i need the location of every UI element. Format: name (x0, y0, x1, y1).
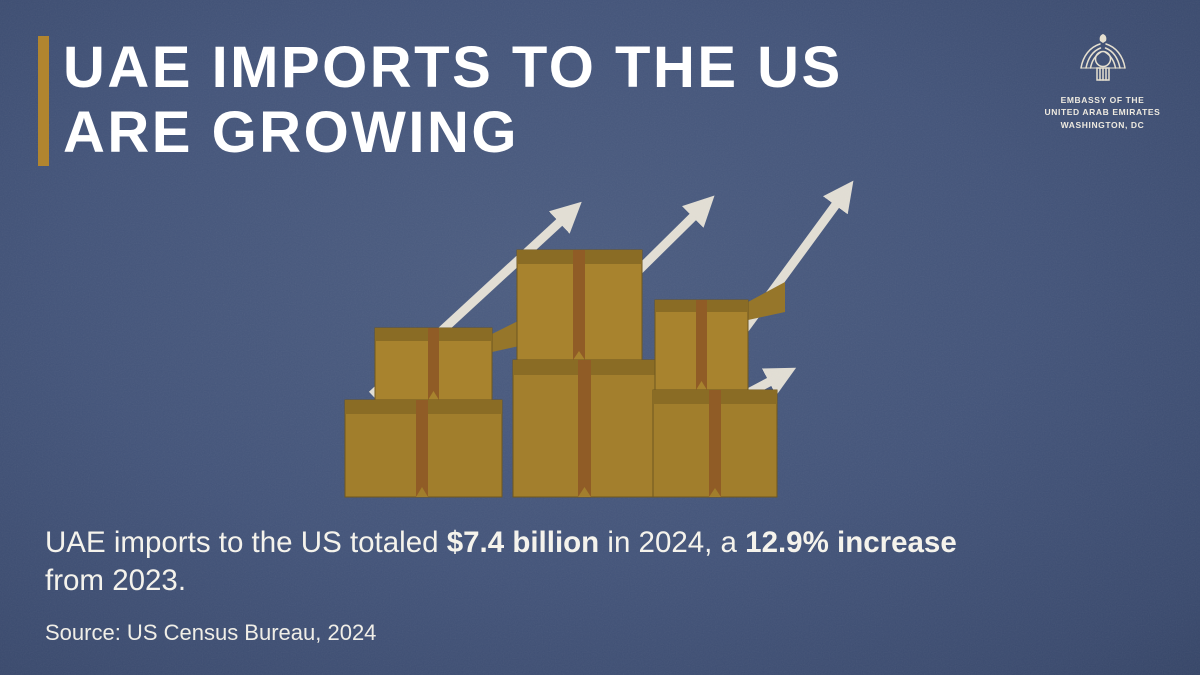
boxes-growth-illustration (344, 180, 854, 498)
embassy-emblem: EMBASSY OF THE UNITED ARAB EMIRATES WASH… (1025, 30, 1180, 131)
embassy-caption-line3: WASHINGTON, DC (1060, 119, 1145, 130)
embassy-caption-line2: UNITED ARAB EMIRATES (1044, 107, 1161, 118)
title-line2: ARE GROWING (63, 99, 520, 165)
box-stack-middle (512, 249, 658, 498)
title-block: UAE IMPORTS TO THE US ARE GROWING (38, 35, 843, 166)
statement-text: UAE imports to the US totaled $7.4 billi… (45, 524, 957, 601)
title-accent-bar (38, 36, 49, 166)
embassy-caption: EMBASSY OF THE UNITED ARAB EMIRATES WASH… (1045, 94, 1161, 131)
statement-value-increase: 12.9% increase (745, 526, 957, 559)
uae-falcon-crest-icon (1079, 34, 1126, 81)
embassy-caption-line1: EMBASSY OF THE (1060, 95, 1145, 105)
statement-part1: UAE imports to the US totaled (45, 526, 447, 559)
statement-part2: in 2024, a (599, 526, 746, 559)
box-stack-right (652, 282, 785, 498)
box-stack-left (344, 316, 528, 498)
statement-value-imports: $7.4 billion (446, 526, 600, 559)
title-line1: UAE IMPORTS TO THE US (63, 35, 843, 100)
page-title: UAE IMPORTS TO THE US ARE GROWING (63, 35, 843, 166)
statement-line2: from 2023. (45, 564, 187, 598)
source-attribution: Source: US Census Bureau, 2024 (45, 620, 377, 645)
